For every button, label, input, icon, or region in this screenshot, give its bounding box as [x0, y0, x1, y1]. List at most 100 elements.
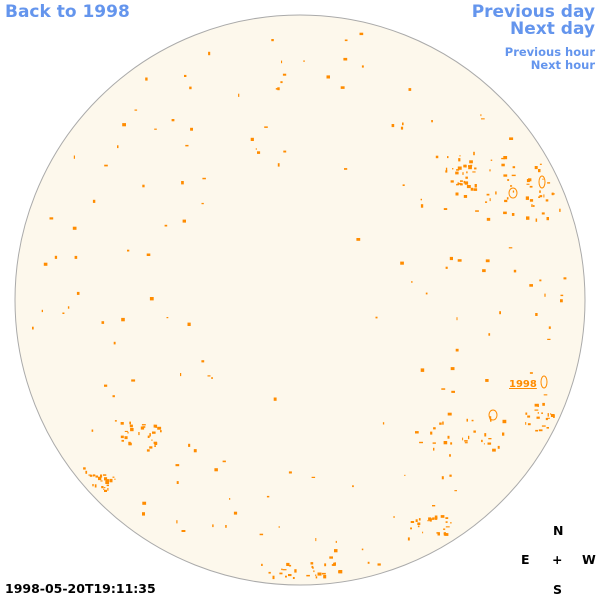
contour-speck [285, 575, 287, 578]
contour-speck [176, 520, 178, 524]
contour-speck [338, 570, 343, 574]
contour-speck [32, 326, 34, 330]
contour-speck [507, 179, 510, 181]
contour-speck [435, 517, 437, 520]
contour-speck [340, 86, 345, 89]
contour-speck [393, 516, 395, 518]
contour-speck [272, 575, 275, 580]
contour-speck [457, 182, 462, 185]
contour-speck [420, 368, 425, 372]
contour-speck [465, 176, 468, 179]
previous-day-link[interactable]: Previous day [471, 2, 595, 22]
contour-speck [445, 526, 450, 528]
contour-speck [238, 93, 240, 97]
contour-speck [147, 435, 150, 438]
contour-speck [73, 155, 75, 159]
contour-speck [439, 422, 442, 425]
contour-speck [456, 183, 458, 186]
contour-speck [294, 569, 297, 573]
contour-speck [473, 151, 475, 156]
contour-speck [443, 441, 448, 445]
contour-speck [560, 299, 563, 303]
contour-speck [273, 397, 277, 401]
next-hour-link[interactable]: Next hour [530, 58, 595, 72]
contour-speck [288, 574, 292, 577]
contour-speck [445, 266, 448, 269]
contour-speck [140, 426, 145, 430]
contour-speck [104, 489, 107, 492]
contour-speck [463, 180, 466, 184]
solar-disk [14, 14, 586, 586]
contour-speck [559, 208, 561, 212]
contour-speck [509, 137, 514, 140]
contour-speck [352, 485, 354, 488]
contour-speck [420, 204, 424, 208]
back-to-year-link[interactable]: Back to 1998 [5, 2, 130, 22]
contour-speck [142, 512, 145, 516]
contour-speck [451, 390, 455, 393]
contour-speck [538, 196, 541, 198]
contour-speck [495, 191, 497, 195]
contour-speck [91, 429, 94, 432]
contour-speck [452, 168, 454, 170]
contour-speck [190, 127, 193, 131]
contour-speck [182, 219, 186, 223]
contour-speck [529, 199, 534, 202]
contour-speck [271, 39, 274, 42]
contour-speck [560, 294, 564, 297]
contour-speck [532, 205, 535, 207]
contour-speck [525, 196, 529, 200]
contour-speck [456, 169, 460, 171]
contour-loop [488, 409, 498, 421]
contour-speck [503, 174, 508, 177]
contour-speck [154, 128, 157, 130]
contour-speck [120, 435, 124, 439]
contour-speck [499, 311, 501, 315]
contour-speck [512, 166, 516, 169]
contour-speck [475, 210, 479, 212]
contour-speck [456, 317, 458, 321]
contour-speck [418, 518, 421, 521]
contour-speck [458, 158, 461, 162]
contour-speck [462, 172, 464, 175]
contour-speck [151, 439, 153, 441]
contour-speck [489, 169, 491, 172]
contour-speck [93, 474, 95, 477]
contour-speck [539, 163, 542, 165]
contour-speck [504, 199, 508, 203]
next-day-link[interactable]: Next day [510, 19, 595, 39]
contour-speck [480, 114, 482, 117]
contour-speck [545, 199, 549, 202]
contour-speck [112, 476, 115, 478]
contour-speck [488, 333, 491, 336]
contour-speck [407, 537, 410, 541]
contour-speck [541, 212, 545, 215]
contour-speck [529, 185, 533, 188]
contour-speck [229, 498, 231, 500]
contour-speck [450, 522, 452, 524]
contour-speck [539, 195, 543, 198]
contour-speck [402, 122, 404, 126]
contour-speck [391, 124, 395, 128]
contour-speck [160, 430, 162, 433]
contour-speck [472, 171, 476, 173]
contour-speck [542, 178, 544, 180]
contour-speck [311, 476, 316, 478]
contour-speck [417, 525, 420, 528]
active-region-link[interactable]: 1998 [509, 379, 537, 390]
contour-speck [466, 418, 468, 422]
contour-speck [114, 420, 117, 422]
contour-speck [188, 443, 191, 447]
contour-speck [277, 87, 280, 91]
contour-speck [214, 468, 218, 472]
contour-speck [487, 442, 492, 445]
contour-speck [545, 417, 548, 421]
contour-speck [344, 168, 348, 170]
contour-speck [225, 525, 227, 528]
contour-speck [338, 571, 340, 573]
contour-speck [502, 419, 507, 424]
contour-speck [43, 262, 48, 266]
previous-hour-link[interactable]: Previous hour [504, 45, 595, 59]
contour-speck [468, 435, 470, 440]
contour-speck [122, 123, 126, 127]
